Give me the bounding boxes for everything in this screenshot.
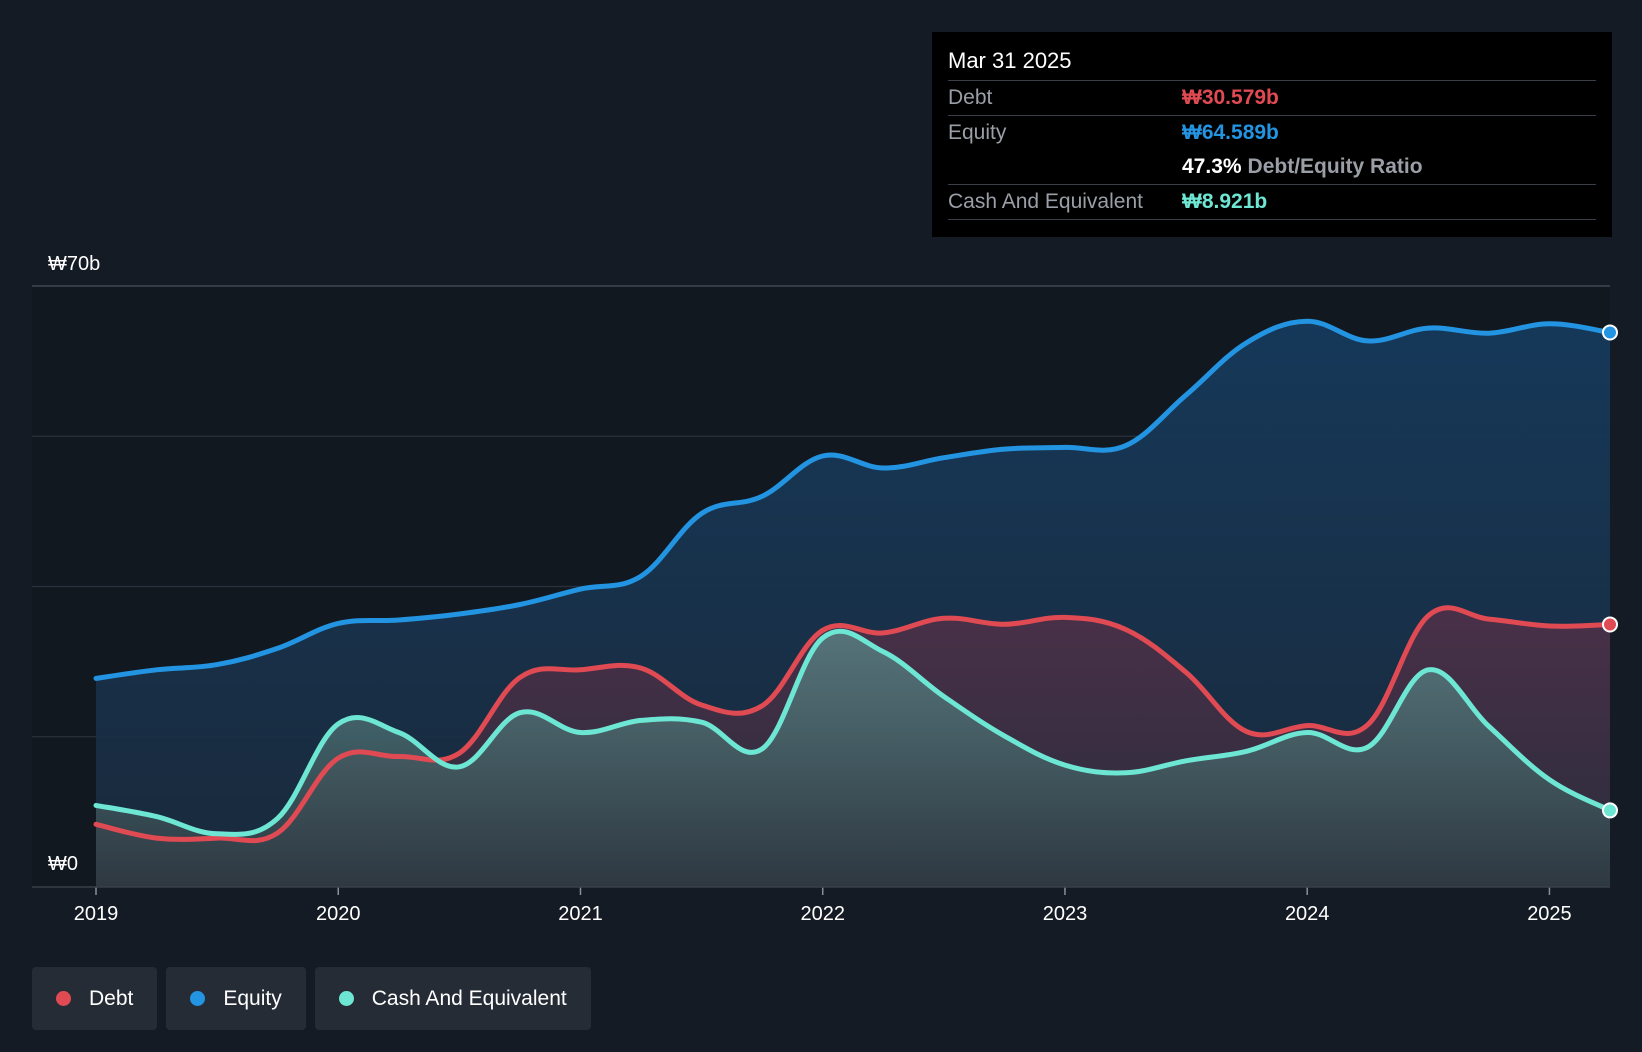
cash-dot-icon	[338, 991, 354, 1006]
x-tick-label: 2021	[558, 903, 603, 925]
tooltip-equity-row: Equity ₩64.589b	[948, 115, 1596, 150]
tooltip-ratio-label: Debt/Equity Ratio	[1247, 155, 1423, 178]
series-endpoints	[1602, 324, 1618, 819]
legend-equity-label: Equity	[223, 986, 282, 1010]
tooltip-equity-value: ₩64.589b	[1182, 121, 1279, 144]
tooltip-ratio-row: 47.3% Debt/Equity Ratio	[948, 150, 1596, 184]
tooltip-debt-row: Debt ₩30.579b	[948, 80, 1596, 115]
debt-line	[93, 605, 1613, 844]
x-tick-label: 2019	[74, 903, 119, 925]
x-tick-label: 2023	[1043, 903, 1088, 925]
cash-area	[96, 631, 1610, 887]
tooltip-equity-label: Equity	[948, 121, 1007, 144]
tooltip-cash-label: Cash And Equivalent	[948, 190, 1143, 213]
x-tick-label: 2022	[800, 903, 845, 925]
legend-item-debt[interactable]: Debt	[32, 967, 158, 1030]
x-tick-label: 2025	[1527, 903, 1572, 925]
legend-debt-label: Debt	[89, 986, 134, 1010]
tooltip-ratio-value: 47.3%	[1182, 155, 1242, 178]
debt-dot-icon	[56, 991, 71, 1006]
legend-item-cash[interactable]: Cash And Equivalent	[314, 967, 591, 1030]
tooltip-debt-value: ₩30.579b	[1182, 86, 1279, 109]
tooltip-debt-label: Debt	[948, 86, 993, 109]
series-areas	[96, 321, 1610, 887]
y-axis-bottom-label: ₩0	[48, 853, 78, 875]
series-lines	[93, 318, 1613, 844]
legend-item-equity[interactable]: Equity	[166, 967, 306, 1030]
x-tick-label: 2024	[1285, 903, 1330, 925]
legend-cash-label: Cash And Equivalent	[371, 986, 567, 1010]
equity-line	[93, 318, 1613, 681]
x-tick-label: 2020	[316, 903, 361, 925]
equity-endpoint-marker[interactable]	[1602, 324, 1618, 341]
cash-endpoint-marker[interactable]	[1602, 802, 1618, 819]
x-axis-ticks: 2019 2020 2021 2022 2023 2024 2025	[74, 887, 1572, 925]
tooltip-date: Mar 31 2025	[948, 48, 1072, 73]
debt-endpoint-marker[interactable]	[1602, 616, 1618, 633]
legend: Debt Equity Cash And Equivalent	[32, 967, 600, 1030]
equity-dot-icon	[190, 991, 206, 1006]
tooltip-cash-value: ₩8.921b	[1182, 190, 1268, 213]
y-axis-top-label: ₩70b	[48, 253, 100, 275]
cash-line	[93, 628, 1613, 837]
tooltip-cash-row: Cash And Equivalent ₩8.921b	[948, 184, 1596, 220]
tooltip-panel: Mar 31 2025 Debt ₩30.579b Equity ₩64.589…	[932, 32, 1612, 237]
